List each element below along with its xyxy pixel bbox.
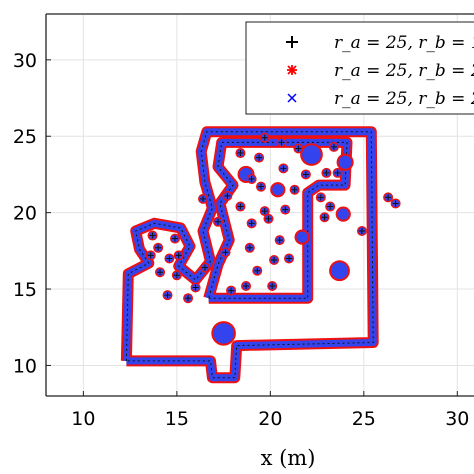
point-plus — [147, 252, 154, 259]
ticks: 10 15 20 25 30 10 15 20 25 30 — [13, 50, 470, 430]
x-tick-label: 25 — [352, 408, 376, 430]
y-tick-label: 15 — [13, 279, 37, 301]
point-plus — [321, 214, 328, 221]
x-tick-label: 10 — [71, 408, 95, 430]
y-tick-label: 20 — [13, 203, 37, 225]
point-plus — [295, 145, 302, 152]
point-plus — [149, 232, 156, 239]
map-layer — [120, 126, 379, 384]
point-plus — [271, 257, 278, 264]
point-plus — [327, 203, 334, 210]
point-plus — [185, 295, 192, 302]
point-plus — [237, 203, 244, 210]
point-plus — [276, 237, 283, 244]
point-plus — [278, 139, 285, 146]
point-plus — [243, 282, 250, 289]
legend-entry-label: r_a = 25, r_b = 2 — [334, 61, 474, 81]
obstacle-blob — [296, 231, 308, 243]
map-outline-blue — [122, 128, 377, 382]
legend-marker-x — [287, 93, 297, 103]
legend-entry-label: r_a = 25, r_b = 2 — [334, 89, 474, 109]
point-plus — [291, 186, 298, 193]
point-plus — [173, 272, 180, 279]
obstacle-blob — [338, 155, 352, 169]
point-plus — [175, 252, 182, 259]
point-plus — [166, 255, 173, 262]
point-plus — [157, 269, 164, 276]
obstacle-blob — [302, 145, 321, 164]
point-plus — [317, 194, 324, 201]
legend-entry-label: r_a = 25, r_b = 1 — [334, 33, 474, 53]
point-plus — [261, 134, 268, 141]
point-plus — [256, 154, 263, 161]
obstacle-blob — [337, 208, 349, 220]
point-plus — [246, 244, 253, 251]
point-plus — [258, 183, 264, 190]
y-tick-label: 25 — [13, 126, 37, 148]
point-plus — [330, 143, 337, 150]
point-plus — [201, 264, 208, 271]
point-plus — [155, 244, 162, 251]
legend: r_a = 25, r_b = 1 r_a = 25, r_b = 2 r_a = … — [245, 21, 474, 115]
obstacle-blob — [213, 323, 234, 344]
obstacle-blob — [272, 184, 284, 196]
point-plus — [164, 292, 171, 299]
point-plus — [392, 200, 399, 207]
point-plus — [265, 215, 272, 222]
x-tick-label: 15 — [165, 408, 189, 430]
obstacle-blob — [331, 262, 348, 280]
x-tick-label: 20 — [258, 408, 282, 430]
point-plus — [215, 218, 221, 225]
point-plus — [269, 282, 276, 289]
point-plus — [248, 220, 255, 227]
point-plus — [237, 150, 244, 157]
legend-marker-star — [287, 65, 297, 75]
point-plus — [172, 235, 178, 242]
point-plus — [385, 194, 392, 201]
y-tick-label: 30 — [13, 50, 37, 72]
x-tick-label: 30 — [445, 408, 469, 430]
point-plus — [261, 208, 268, 215]
point-plus — [254, 267, 261, 274]
point-plus — [192, 284, 199, 291]
y-tick-label: 10 — [13, 355, 37, 377]
point-plus — [282, 206, 289, 213]
point-plus — [323, 169, 330, 176]
legend-marker-plus — [286, 36, 298, 48]
x-axis-label: x (m) — [261, 446, 316, 470]
interior-wall-black — [208, 141, 348, 299]
point-plus — [222, 249, 229, 256]
point-plus — [280, 165, 287, 172]
point-plus — [302, 171, 309, 178]
point-plus — [228, 287, 235, 294]
point-plus — [358, 227, 365, 234]
point-plus — [224, 192, 231, 199]
scatter-points — [145, 132, 401, 304]
point-plus — [286, 255, 293, 262]
point-plus — [334, 169, 341, 176]
point-plus — [248, 176, 255, 183]
legend-box — [245, 21, 474, 115]
point-plus — [200, 195, 207, 202]
